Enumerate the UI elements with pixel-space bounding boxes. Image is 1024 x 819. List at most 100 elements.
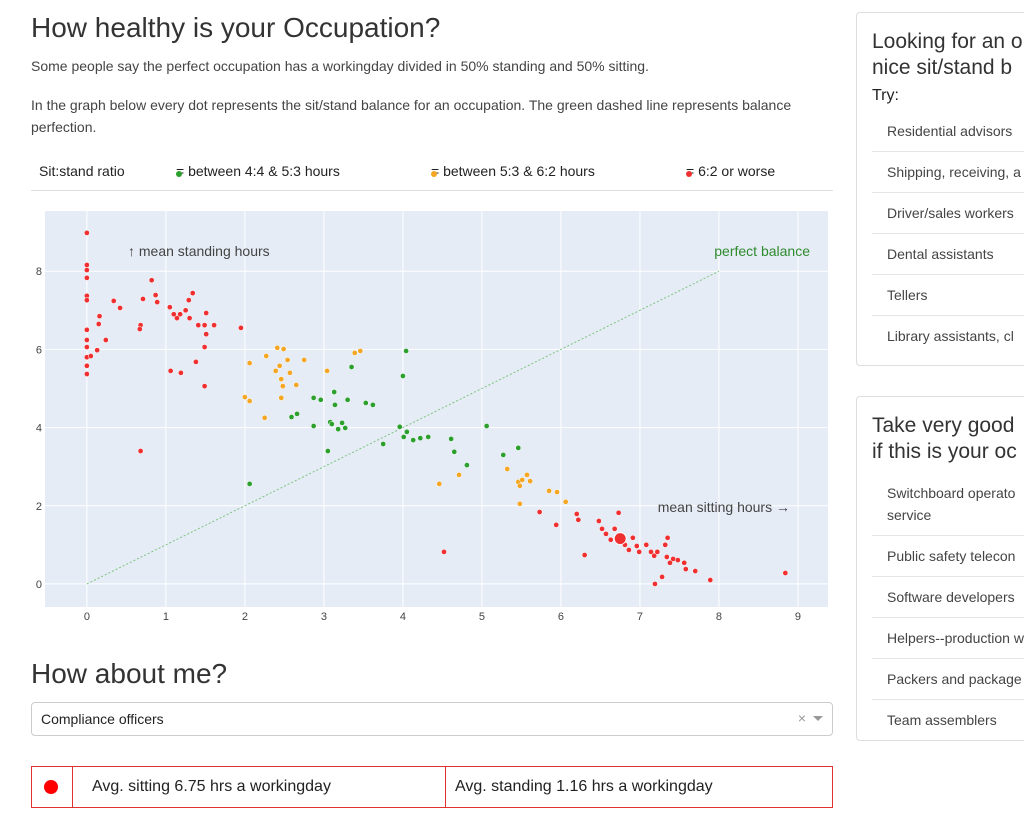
data-point: [203, 310, 210, 316]
dropdown-caret[interactable]: [813, 716, 823, 721]
data-point: [629, 534, 636, 541]
occupation-item[interactable]: Packers and package: [872, 659, 1024, 700]
data-point: [287, 369, 293, 376]
data-point: [301, 357, 308, 363]
occupation-list: Switchboard operato service Public safety…: [857, 473, 1024, 740]
data-point: [611, 525, 618, 532]
dropdown-value: Compliance officers: [41, 711, 164, 727]
data-point: [654, 549, 661, 555]
data-point: [782, 570, 789, 576]
data-point: [317, 396, 324, 403]
occupation-item[interactable]: Tellers: [872, 275, 1024, 316]
data-point: [110, 298, 117, 304]
data-point: [517, 482, 523, 489]
data-point: [152, 292, 159, 298]
data-point: [417, 435, 424, 441]
card-title: Take very good if this is your oc: [872, 414, 1017, 463]
data-point: [362, 400, 369, 406]
data-point: [575, 516, 582, 523]
data-point: [380, 441, 387, 447]
data-point: [483, 423, 490, 429]
y-tick-label: 2: [36, 501, 42, 513]
result-sitting: Avg. sitting 6.75 hrs a workingday: [92, 778, 331, 795]
section-title: How about me?: [31, 658, 228, 689]
occupation-item[interactable]: Driver/sales workers: [872, 193, 1024, 234]
data-point: [515, 445, 522, 451]
data-point: [553, 522, 560, 528]
legend-label: = 6:2 or worse: [686, 163, 776, 179]
legend-item: = between 4:4 & 5:3 hours: [176, 163, 340, 179]
occupation-item[interactable]: Software developers: [872, 577, 1024, 618]
plot-background: [45, 211, 828, 607]
data-point: [274, 344, 281, 351]
occupation-item[interactable]: Library assistants, cl: [887, 328, 1014, 344]
occupation-item[interactable]: Team assemblers: [887, 712, 997, 728]
data-point: [504, 466, 511, 472]
data-point: [201, 344, 208, 350]
data-point: [182, 307, 189, 314]
data-point: [692, 568, 699, 574]
data-point: [288, 414, 295, 420]
data-point: [137, 448, 144, 454]
data-point: [84, 262, 90, 268]
data-point: [87, 353, 94, 359]
x-tick-label: 5: [479, 611, 485, 623]
data-point: [396, 423, 403, 430]
occupation-item[interactable]: Switchboard operato service: [872, 473, 1024, 536]
y-tick-label: 0: [36, 579, 42, 591]
page-title: How healthy is your Occupation?: [31, 12, 441, 43]
data-point: [664, 534, 671, 541]
data-point: [136, 326, 143, 332]
x-tick-label: 1: [163, 611, 169, 623]
data-point: [284, 357, 291, 363]
data-point: [94, 347, 100, 354]
data-point: [203, 331, 210, 337]
data-point: [84, 297, 90, 303]
x-tick-label: 3: [321, 611, 327, 623]
data-point: [310, 395, 317, 401]
data-point: [84, 337, 90, 343]
occupation-dropdown[interactable]: Compliance officers ×: [31, 702, 833, 736]
data-point: [500, 452, 507, 458]
occupation-item[interactable]: Public safety telecon: [872, 536, 1024, 577]
data-point: [410, 437, 417, 443]
data-point: [519, 477, 526, 483]
legend-label: = between 4:4 & 5:3 hours: [176, 163, 340, 179]
intro-text: Some people say the perfect occupation h…: [31, 58, 649, 74]
occupation-item[interactable]: Helpers--production w: [872, 618, 1024, 659]
data-point: [96, 313, 103, 320]
x-tick-label: 2: [242, 611, 248, 623]
data-point: [400, 373, 406, 379]
legend-dot: [431, 171, 437, 177]
data-point: [675, 557, 681, 563]
data-point: [425, 434, 432, 440]
data-point: [335, 426, 341, 432]
data-point: [633, 543, 640, 549]
legend-title: Sit:stand ratio: [39, 163, 125, 179]
warning-card: Take very good if this is your oc Switch…: [856, 396, 1024, 741]
data-point: [581, 552, 588, 558]
occupation-item[interactable]: Shipping, receiving, a: [872, 152, 1024, 193]
data-point: [201, 322, 208, 328]
data-point: [189, 290, 196, 296]
data-point: [84, 274, 90, 281]
data-point: [670, 556, 676, 562]
data-point: [84, 326, 90, 333]
occupation-item[interactable]: Residential advisors: [872, 111, 1024, 152]
data-point: [272, 368, 279, 374]
data-point: [211, 322, 217, 328]
clear-button[interactable]: ×: [797, 710, 806, 726]
legend: Sit:stand ratio = between 4:4 & 5:3 hour…: [31, 155, 833, 191]
data-point: [682, 566, 689, 572]
occupation-item[interactable]: Dental assistants: [872, 234, 1024, 275]
data-point: [404, 429, 410, 435]
card-subtitle: Try:: [872, 87, 899, 104]
data-point: [178, 369, 184, 376]
data-point: [659, 574, 665, 580]
x-tick-label: 7: [637, 611, 643, 623]
data-point: [615, 509, 622, 516]
data-point: [524, 472, 530, 478]
data-point: [554, 489, 560, 495]
data-point: [441, 549, 447, 555]
